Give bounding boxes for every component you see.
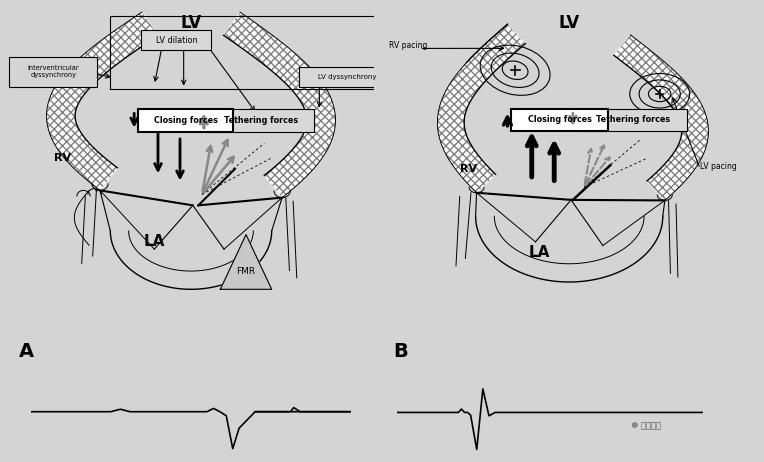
Text: ☸ 二尖瓣学: ☸ 二尖瓣学 (630, 420, 661, 430)
FancyBboxPatch shape (208, 109, 314, 132)
Text: LV dilation: LV dilation (156, 36, 197, 45)
Polygon shape (224, 12, 335, 198)
FancyBboxPatch shape (141, 30, 211, 50)
Text: LA: LA (529, 245, 550, 260)
FancyBboxPatch shape (9, 57, 98, 87)
Text: RV: RV (54, 153, 71, 163)
Text: A: A (18, 342, 34, 361)
Text: LA: LA (144, 234, 165, 249)
FancyBboxPatch shape (299, 67, 394, 87)
Text: FMR: FMR (236, 267, 256, 275)
Text: Closing forces: Closing forces (154, 116, 218, 125)
Text: LV: LV (558, 14, 580, 32)
Polygon shape (438, 24, 526, 193)
Text: Interventricular
dyssynchrony: Interventricular dyssynchrony (28, 65, 79, 78)
Text: RV: RV (459, 164, 477, 174)
Text: Tethering forces: Tethering forces (596, 115, 670, 124)
Polygon shape (614, 35, 708, 201)
Polygon shape (47, 12, 158, 190)
FancyBboxPatch shape (138, 109, 233, 132)
Text: LV: LV (180, 14, 202, 32)
Text: B: B (393, 342, 408, 361)
Text: Closing forces: Closing forces (528, 115, 592, 124)
Text: LV dyssynchrony: LV dyssynchrony (318, 74, 376, 80)
FancyBboxPatch shape (511, 109, 608, 131)
Text: RV pacing: RV pacing (390, 42, 428, 50)
Bar (110, 16, 393, 89)
Text: LV pacing: LV pacing (701, 162, 737, 171)
FancyBboxPatch shape (578, 109, 687, 131)
Polygon shape (220, 235, 272, 289)
Text: Tethering forces: Tethering forces (224, 116, 298, 125)
